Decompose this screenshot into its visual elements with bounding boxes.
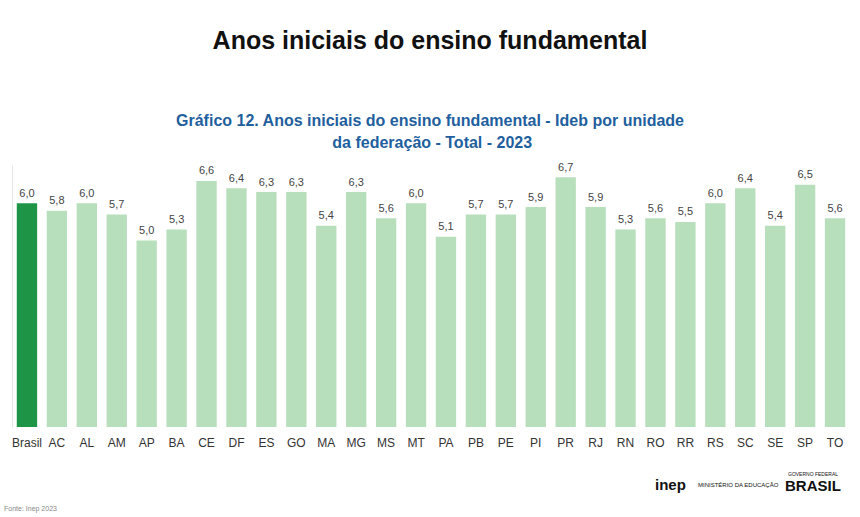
svg-text:MT: MT	[407, 436, 425, 450]
svg-text:MS: MS	[377, 436, 395, 450]
svg-text:6,0: 6,0	[19, 187, 34, 199]
svg-text:5,4: 5,4	[319, 209, 334, 221]
svg-text:6,0: 6,0	[79, 187, 94, 199]
svg-text:GO: GO	[287, 436, 306, 450]
svg-text:SP: SP	[797, 436, 813, 450]
svg-text:SE: SE	[767, 436, 783, 450]
svg-text:GOVERNO FEDERAL: GOVERNO FEDERAL	[788, 471, 838, 477]
svg-text:Fonte: Inep 2023: Fonte: Inep 2023	[4, 505, 57, 513]
svg-text:ES: ES	[258, 436, 274, 450]
svg-text:Gráfico 12. Anos iniciais do e: Gráfico 12. Anos iniciais do ensino fund…	[176, 112, 684, 129]
svg-text:6,3: 6,3	[259, 176, 274, 188]
svg-text:6,4: 6,4	[229, 172, 244, 184]
svg-text:PR: PR	[557, 436, 574, 450]
svg-text:BA: BA	[169, 436, 185, 450]
svg-text:RR: RR	[677, 436, 695, 450]
svg-text:CE: CE	[198, 436, 215, 450]
svg-text:PE: PE	[498, 436, 514, 450]
svg-text:5,5: 5,5	[678, 205, 693, 217]
svg-text:6,3: 6,3	[349, 176, 364, 188]
svg-text:MA: MA	[317, 436, 335, 450]
svg-text:DF: DF	[228, 436, 244, 450]
svg-text:5,0: 5,0	[139, 224, 154, 236]
svg-text:6,3: 6,3	[289, 176, 304, 188]
svg-text:5,3: 5,3	[169, 213, 184, 225]
svg-text:PB: PB	[468, 436, 484, 450]
svg-text:AP: AP	[139, 436, 155, 450]
svg-text:Brasil: Brasil	[12, 436, 42, 450]
svg-text:6,0: 6,0	[408, 187, 423, 199]
svg-text:5,8: 5,8	[49, 194, 64, 206]
svg-text:AC: AC	[49, 436, 66, 450]
svg-text:MINISTÉRIO DA EDUCAÇÃO: MINISTÉRIO DA EDUCAÇÃO	[698, 482, 779, 488]
svg-text:6,0: 6,0	[708, 187, 723, 199]
svg-text:5,6: 5,6	[827, 202, 842, 214]
svg-text:RN: RN	[617, 436, 634, 450]
svg-text:RJ: RJ	[588, 436, 603, 450]
svg-text:5,9: 5,9	[588, 191, 603, 203]
svg-text:inep: inep	[655, 476, 686, 493]
svg-text:6,7: 6,7	[558, 161, 573, 173]
svg-text:SC: SC	[737, 436, 754, 450]
svg-text:5,1: 5,1	[438, 220, 453, 232]
svg-text:da federação - Total - 2023: da federação - Total - 2023	[328, 134, 532, 151]
svg-text:RO: RO	[646, 436, 664, 450]
svg-text:MG: MG	[347, 436, 366, 450]
svg-text:5,7: 5,7	[468, 198, 483, 210]
svg-text:5,6: 5,6	[378, 202, 393, 214]
svg-text:5,6: 5,6	[648, 202, 663, 214]
svg-text:Anos iniciais do ensino fundam: Anos iniciais do ensino fundamental	[213, 26, 648, 54]
svg-text:5,9: 5,9	[528, 191, 543, 203]
svg-text:5,3: 5,3	[618, 213, 633, 225]
svg-text:PI: PI	[530, 436, 541, 450]
svg-text:6,6: 6,6	[199, 164, 214, 176]
svg-text:6,4: 6,4	[738, 172, 753, 184]
svg-text:5,7: 5,7	[498, 198, 513, 210]
svg-text:AL: AL	[79, 436, 94, 450]
svg-text:AM: AM	[108, 436, 126, 450]
svg-text:RS: RS	[707, 436, 724, 450]
svg-text:5,4: 5,4	[768, 209, 783, 221]
svg-text:PA: PA	[438, 436, 453, 450]
svg-text:5,7: 5,7	[109, 198, 124, 210]
svg-text:BRASIL: BRASIL	[785, 477, 841, 494]
svg-text:TO: TO	[827, 436, 843, 450]
svg-text:6,5: 6,5	[797, 168, 812, 180]
